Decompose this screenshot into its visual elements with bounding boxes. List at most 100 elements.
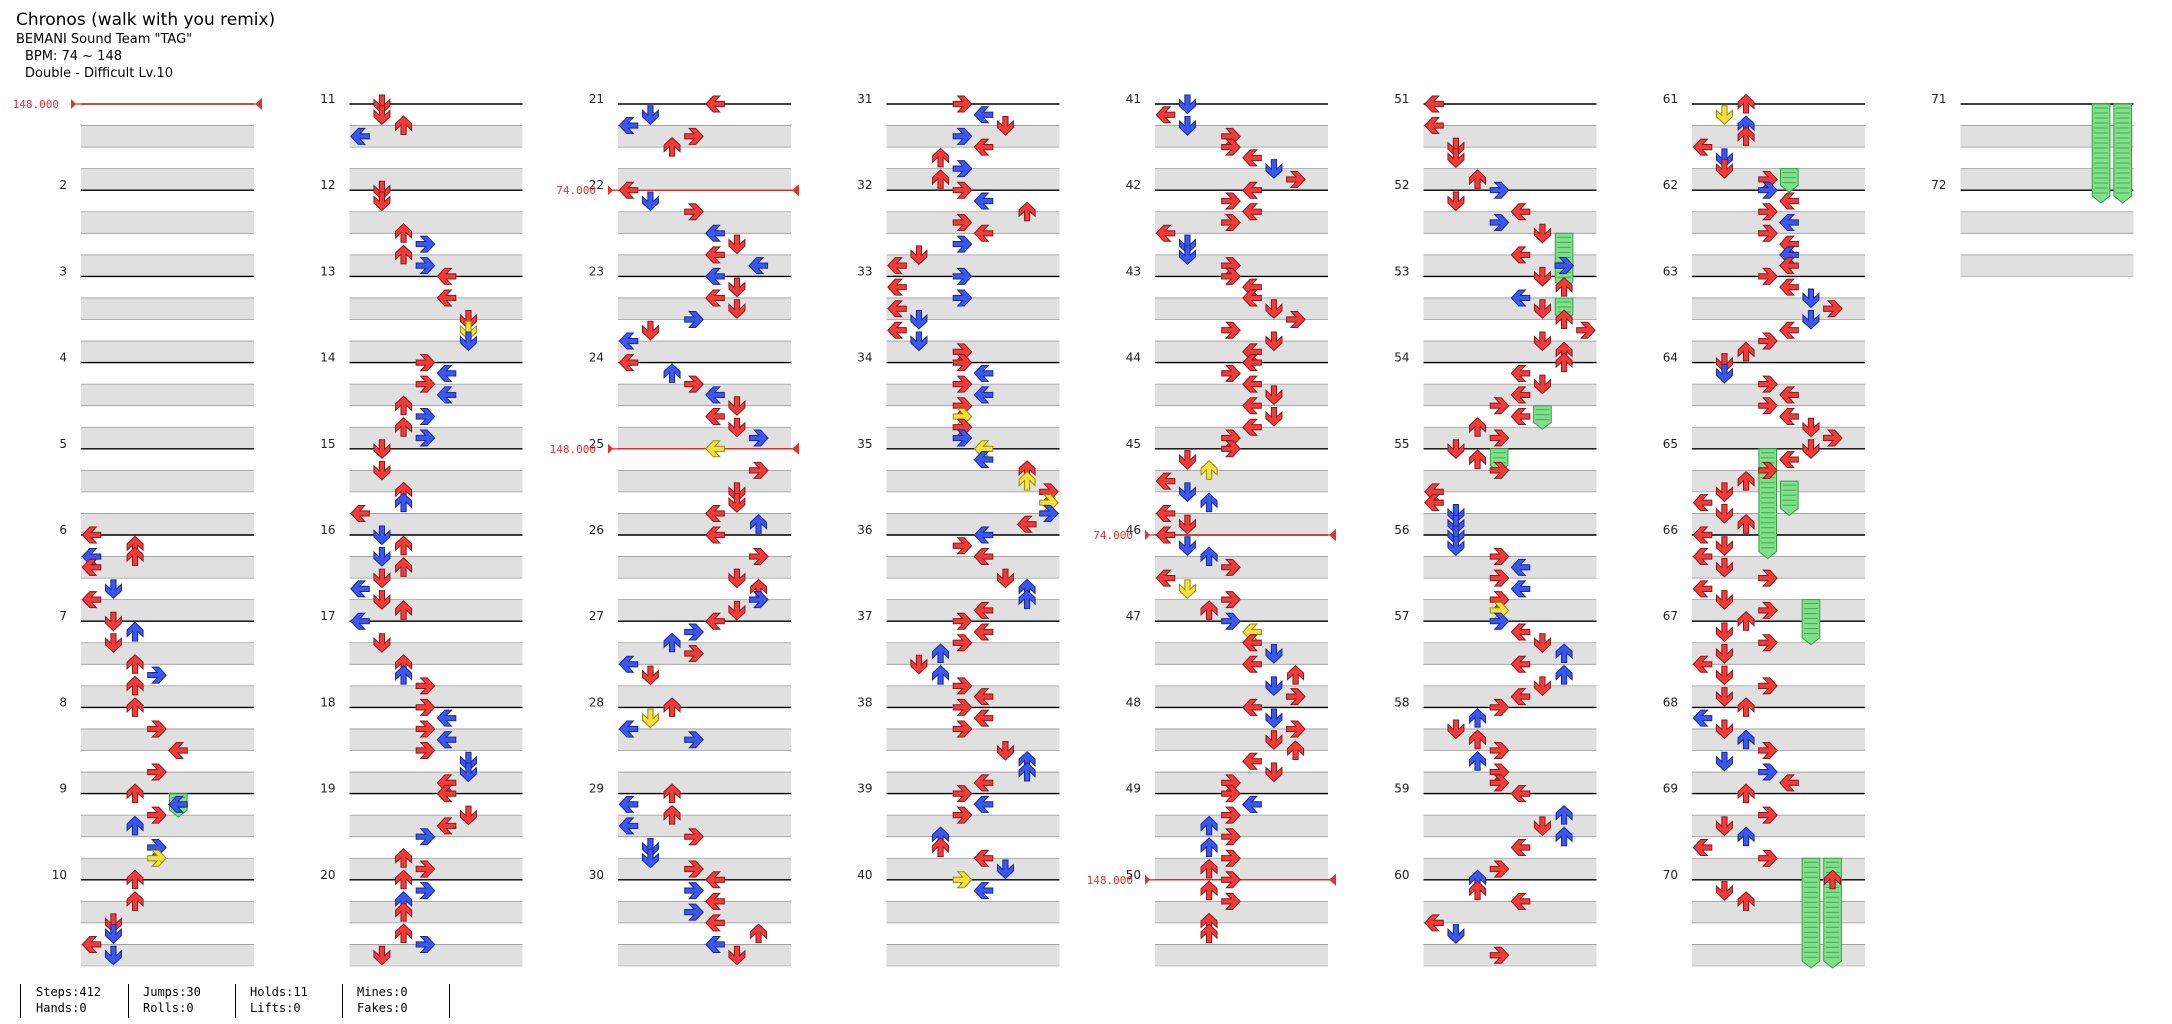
- arrow-left-icon: [1242, 795, 1262, 813]
- arrow-right-icon: [952, 698, 973, 716]
- arrow-left-icon: [705, 504, 725, 522]
- arrow-left-icon: [1155, 569, 1176, 587]
- measure-number: 24: [589, 351, 604, 365]
- arrow-up-icon: [395, 600, 413, 620]
- arrow-down-icon: [728, 493, 746, 513]
- arrow-down-icon: [910, 654, 928, 675]
- arrow-shape: [1555, 804, 1573, 825]
- arrow-shape: [168, 795, 188, 813]
- arrow-shape: [126, 621, 144, 642]
- arrow-up-icon: [395, 395, 413, 416]
- arrow-right-icon: [1286, 170, 1306, 188]
- arrow-right-icon: [1221, 440, 1241, 458]
- arrow-shape: [1758, 569, 1778, 587]
- arrow-right-icon: [952, 267, 973, 285]
- stat-rolls: Rolls:0: [143, 1001, 194, 1015]
- arrow-shape: [728, 396, 746, 416]
- arrow-shape: [618, 817, 639, 835]
- arrow-shape: [1758, 332, 1778, 350]
- arrow-up-icon: [395, 223, 413, 243]
- arrow-shape: [684, 645, 704, 663]
- arrow-right-icon: [1554, 257, 1575, 275]
- arrow-shape: [973, 386, 994, 404]
- beat-stripe: [1692, 944, 1865, 966]
- arrow-shape: [1758, 677, 1778, 695]
- arrow-down-icon: [373, 590, 391, 610]
- arrow-down-icon: [1447, 924, 1465, 944]
- arrow-right-icon: [147, 720, 167, 738]
- arrow-up-icon: [1824, 869, 1842, 890]
- measure-51: [1423, 103, 1597, 191]
- measure-14: [349, 361, 523, 449]
- arrow-down-icon: [1447, 503, 1465, 524]
- song-header: Chronos (walk with you remix) BEMANI Sou…: [16, 10, 275, 82]
- arrow-right-icon: [952, 127, 973, 145]
- arrow-up-icon: [932, 643, 950, 664]
- arrow-down-icon: [641, 320, 659, 341]
- beat-stripe: [1423, 427, 1597, 449]
- beat-stripe: [349, 470, 523, 492]
- arrow-shape: [147, 763, 167, 781]
- arrow-down-icon: [1715, 148, 1733, 169]
- arrow-left-icon: [618, 817, 639, 835]
- arrow-shape: [1758, 806, 1778, 824]
- arrow-shape: [910, 331, 928, 352]
- arrow-shape: [910, 245, 928, 266]
- beat-stripe: [1423, 642, 1597, 665]
- measure-49: [1155, 792, 1328, 880]
- arrow-shape: [973, 709, 994, 727]
- beat-stripe: [1155, 470, 1328, 492]
- arrow-shape: [415, 882, 436, 900]
- arrow-shape: [952, 537, 973, 555]
- arrow-up-icon: [1200, 492, 1218, 513]
- arrow-shape: [1447, 525, 1465, 546]
- arrow-left-icon: [1510, 655, 1531, 673]
- arrow-shape: [1715, 751, 1733, 772]
- beat-stripe: [1692, 513, 1865, 535]
- arrow-left-icon: [1692, 709, 1713, 727]
- arrow-right-icon: [684, 203, 704, 221]
- measure-1: [81, 103, 254, 191]
- arrow-shape: [1286, 720, 1306, 738]
- arrow-left-icon: [1510, 558, 1531, 576]
- arrow-right-icon: [1221, 321, 1241, 339]
- arrow-down-icon: [1265, 299, 1283, 319]
- arrow-shape: [1489, 181, 1510, 199]
- arrow-shape: [1555, 309, 1573, 329]
- arrow-shape: [952, 214, 973, 232]
- arrow-left-icon: [887, 278, 907, 296]
- beat-stripe: [81, 728, 254, 751]
- arrow-right-icon: [415, 828, 436, 846]
- arrow-left-icon: [973, 106, 994, 124]
- arrow-left-icon: [705, 892, 725, 910]
- arrow-left-icon: [1692, 838, 1713, 856]
- arrow-down-icon: [459, 320, 477, 341]
- beat-stripe: [81, 944, 254, 966]
- beat-stripe: [81, 901, 254, 923]
- beat-stripe: [618, 685, 791, 708]
- beat-stripe: [81, 125, 254, 148]
- arrow-shape: [1242, 149, 1262, 167]
- arrow-right-icon: [684, 127, 704, 145]
- arrow-shape: [1265, 762, 1283, 783]
- arrow-left-icon: [1692, 580, 1713, 598]
- arrow-shape: [147, 849, 167, 867]
- arrow-shape: [1779, 386, 1799, 404]
- beat-stripe: [349, 599, 523, 622]
- arrow-down-icon: [641, 848, 659, 869]
- beat-stripe: [1960, 125, 2134, 148]
- arrow-right-icon: [1221, 612, 1241, 630]
- arrow-left-icon: [1510, 785, 1531, 803]
- arrow-shape: [952, 806, 973, 824]
- arrow-left-icon: [1155, 504, 1176, 522]
- measure-66: [1692, 534, 1865, 622]
- arrow-shape: [1489, 860, 1510, 878]
- arrow-shape: [750, 514, 768, 534]
- measure-number: 57: [1394, 609, 1409, 623]
- arrow-down-icon: [1715, 353, 1733, 373]
- arrow-shape: [973, 795, 994, 813]
- measure-number: 29: [589, 782, 604, 796]
- arrow-left-icon: [1155, 472, 1176, 490]
- arrow-shape: [932, 664, 950, 685]
- beat-stripe: [618, 944, 791, 966]
